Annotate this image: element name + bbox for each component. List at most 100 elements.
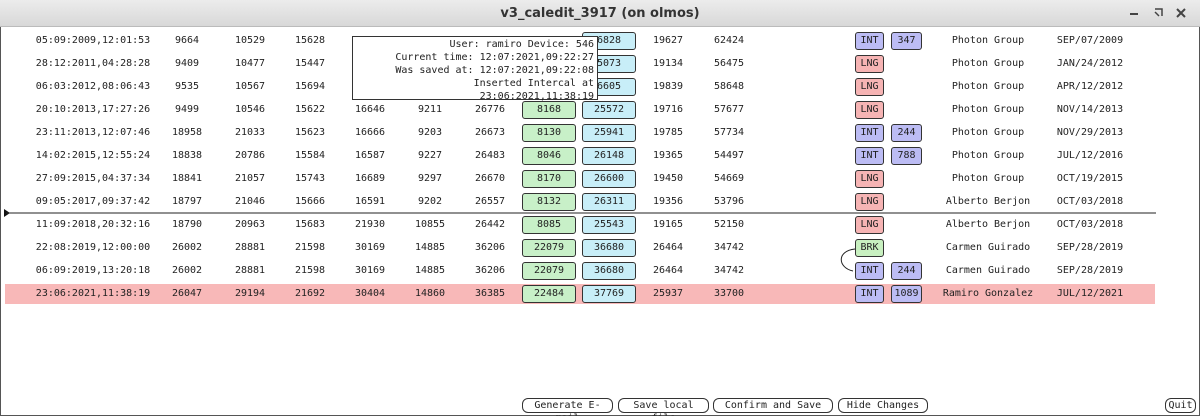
cell: 30169 xyxy=(354,265,386,276)
cell: 26776 xyxy=(474,104,506,115)
date: SEP/28/2019 xyxy=(1056,242,1124,253)
cell: 29194 xyxy=(234,288,266,299)
button[interactable]: Generate E-mail xyxy=(522,398,613,416)
value-box[interactable]: 25572 xyxy=(582,101,636,119)
tooltip-line: Was saved at: 12:07:2021,09:22:08 xyxy=(395,65,594,76)
value-box[interactable]: 26148 xyxy=(582,147,636,165)
tag[interactable]: INT xyxy=(855,285,884,303)
window-title: v3_caledit_3917 (on olmos) xyxy=(500,6,700,21)
tag-count[interactable]: 347 xyxy=(891,32,922,50)
window-controls[interactable] xyxy=(1122,0,1192,26)
group: Alberto Berjon xyxy=(945,219,1031,230)
cell: 15743 xyxy=(294,173,326,184)
cell: 21692 xyxy=(294,288,326,299)
cell: 26464 xyxy=(652,242,684,253)
tag[interactable]: LNG xyxy=(855,55,884,73)
value-box[interactable]: 37769 xyxy=(582,285,636,303)
value-box[interactable]: 26600 xyxy=(582,170,636,188)
tag-count[interactable]: 788 xyxy=(891,147,922,165)
value-box[interactable]: 36680 xyxy=(582,239,636,257)
cell: 21598 xyxy=(294,242,326,253)
date: SEP/28/2019 xyxy=(1056,265,1124,276)
cell: 19716 xyxy=(652,104,684,115)
tag[interactable]: LNG xyxy=(855,101,884,119)
tag[interactable]: LNG xyxy=(855,193,884,211)
cell: 27:09:2015,04:37:34 xyxy=(35,173,151,184)
cell: 20:10:2013,17:27:26 xyxy=(35,104,151,115)
value-box[interactable]: 36680 xyxy=(582,262,636,280)
cell: 19356 xyxy=(652,196,684,207)
value-box[interactable]: 25941 xyxy=(582,124,636,142)
cell: 9409 xyxy=(174,58,200,69)
tag[interactable]: INT xyxy=(855,32,884,50)
tag[interactable]: LNG xyxy=(855,216,884,234)
cell: 10477 xyxy=(234,58,266,69)
cell: 09:05:2017,09:37:42 xyxy=(35,196,151,207)
cell: 21930 xyxy=(354,219,386,230)
cell: 26557 xyxy=(474,196,506,207)
value-box[interactable]: 25543 xyxy=(582,216,636,234)
cell: 34742 xyxy=(713,265,745,276)
cell: 11:09:2018,20:32:16 xyxy=(35,219,151,230)
cell: 26464 xyxy=(652,265,684,276)
title-bar: v3_caledit_3917 (on olmos) xyxy=(0,0,1200,27)
button[interactable]: Confirm and Save xyxy=(713,398,833,413)
value-box[interactable]: 26311 xyxy=(582,193,636,211)
value-box[interactable]: 8132 xyxy=(522,193,576,211)
date: NOV/29/2013 xyxy=(1056,127,1124,138)
tag-count[interactable]: 244 xyxy=(891,124,922,142)
group: Photon Group xyxy=(951,58,1025,69)
cell: 23:06:2021,11:38:19 xyxy=(35,288,151,299)
tooltip-line: Inserted Intercal at 23:06:2021,11:38:19 xyxy=(473,78,594,102)
cell: 57677 xyxy=(713,104,745,115)
tag[interactable]: LNG xyxy=(855,78,884,96)
value-box[interactable]: 22079 xyxy=(522,262,576,280)
tooltip-line: User: ramiro Device: 546 xyxy=(449,39,595,50)
cell: 18958 xyxy=(171,127,203,138)
cell: 15683 xyxy=(294,219,326,230)
cell: 15584 xyxy=(294,150,326,161)
date: JUL/12/2016 xyxy=(1056,150,1124,161)
date: OCT/03/2018 xyxy=(1056,196,1124,207)
cell: 26670 xyxy=(474,173,506,184)
tooltip: User: ramiro Device: 546 Current time: 12… xyxy=(352,36,598,102)
cell: 15447 xyxy=(294,58,326,69)
cell: 21046 xyxy=(234,196,266,207)
tag[interactable]: INT xyxy=(855,262,884,280)
cell: 53796 xyxy=(713,196,745,207)
cell: 14:02:2015,12:55:24 xyxy=(35,150,151,161)
value-box[interactable]: 22079 xyxy=(522,239,576,257)
value-box[interactable]: 8168 xyxy=(522,101,576,119)
cell: 9499 xyxy=(174,104,200,115)
value-box[interactable]: 8170 xyxy=(522,170,576,188)
cell: 15628 xyxy=(294,35,326,46)
cell: 19450 xyxy=(652,173,684,184)
cell: 18797 xyxy=(171,196,203,207)
tag-count[interactable]: 244 xyxy=(891,262,922,280)
cell: 19134 xyxy=(652,58,684,69)
cell: 9202 xyxy=(417,196,443,207)
tag[interactable]: LNG xyxy=(855,170,884,188)
tag[interactable]: INT xyxy=(855,124,884,142)
button[interactable]: Save local file xyxy=(618,398,709,416)
tag[interactable]: BRK xyxy=(855,239,884,257)
cell: 19785 xyxy=(652,127,684,138)
value-box[interactable]: 8046 xyxy=(522,147,576,165)
tag[interactable]: INT xyxy=(855,147,884,165)
value-box[interactable]: 8085 xyxy=(522,216,576,234)
group: Photon Group xyxy=(951,150,1025,161)
cell: 54669 xyxy=(713,173,745,184)
cell: 10567 xyxy=(234,81,266,92)
cell: 36206 xyxy=(474,242,506,253)
cell: 30169 xyxy=(354,242,386,253)
value-box[interactable]: 8130 xyxy=(522,124,576,142)
button[interactable]: Quit xyxy=(1165,398,1196,413)
button[interactable]: Hide Changes xyxy=(838,398,928,413)
cell: 20963 xyxy=(234,219,266,230)
value-box[interactable]: 22484 xyxy=(522,285,576,303)
cell: 18790 xyxy=(171,219,203,230)
cell: 33700 xyxy=(713,288,745,299)
cell: 16689 xyxy=(354,173,386,184)
tag-count[interactable]: 1089 xyxy=(891,285,922,303)
